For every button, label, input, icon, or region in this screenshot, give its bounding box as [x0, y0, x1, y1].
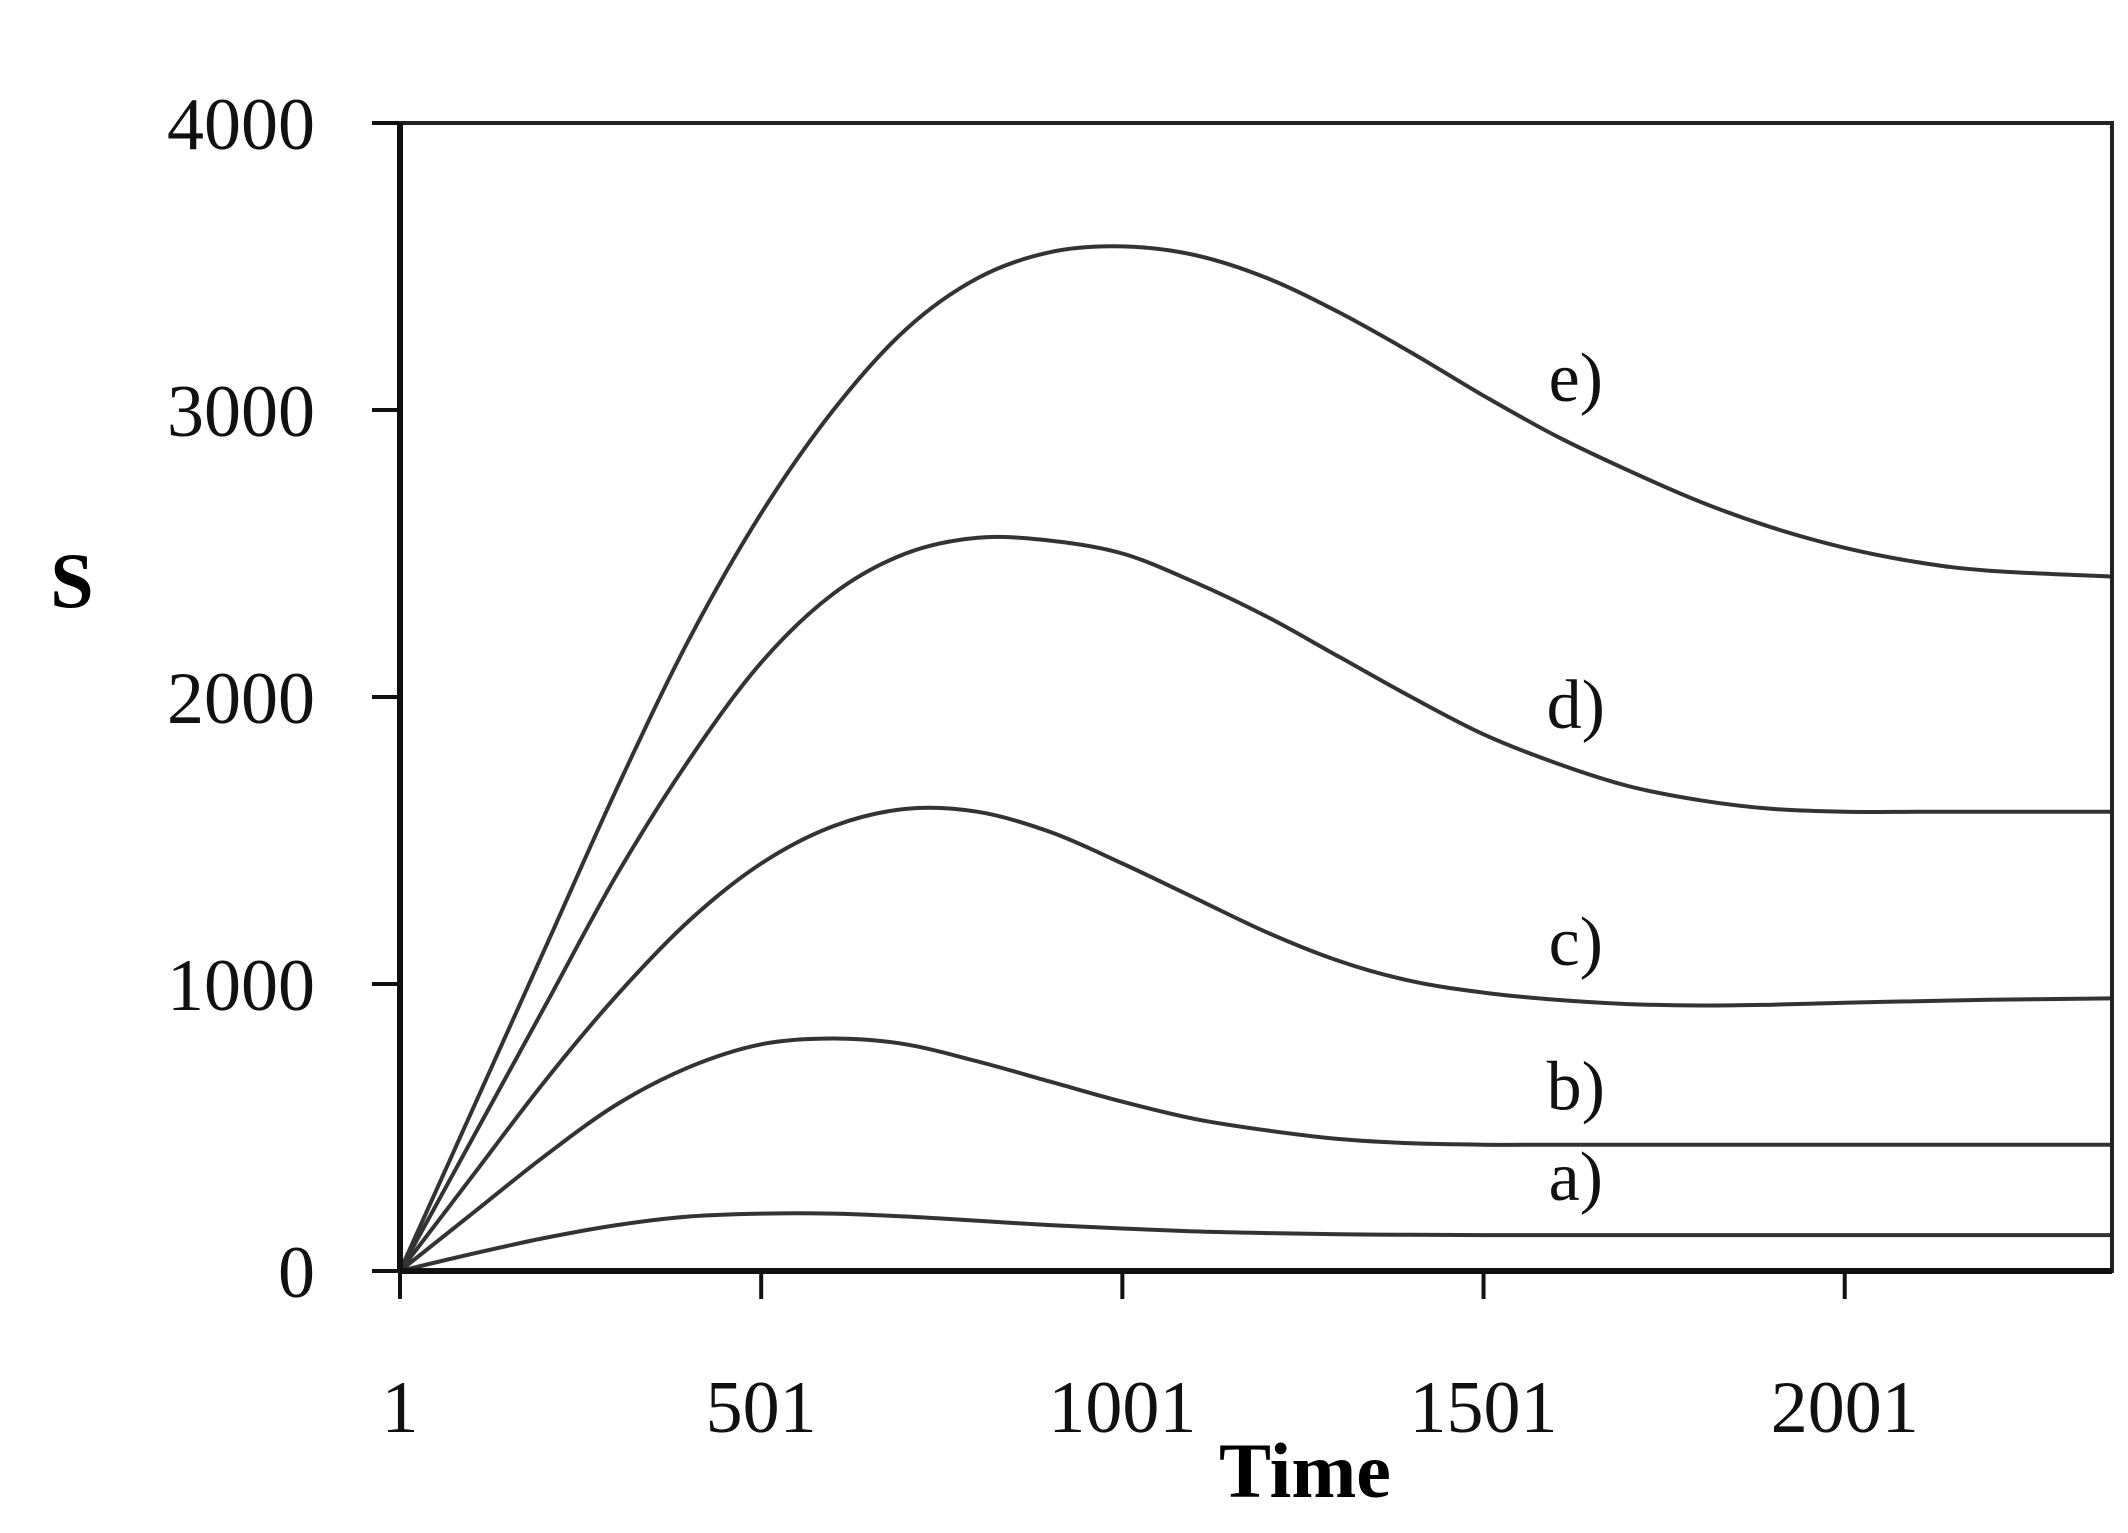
- x-tick-label: 1501: [1410, 1367, 1558, 1449]
- x-tick-label: 1001: [1048, 1367, 1196, 1449]
- y-tick-label: 0: [278, 1232, 315, 1314]
- x-tick-label: 2001: [1771, 1367, 1919, 1449]
- series-label-3: c): [1549, 904, 1603, 981]
- series-line-4: [398, 534, 2114, 1273]
- x-tick-label: 1: [382, 1367, 419, 1449]
- series-line-1: [398, 1211, 2114, 1273]
- x-axis-title: Time: [1219, 1427, 1391, 1514]
- y-axis-title: S: [50, 537, 93, 624]
- series-label-2: b): [1547, 1049, 1605, 1126]
- series-line-5: [398, 244, 2114, 1273]
- series-label-1: a): [1549, 1139, 1603, 1216]
- series-line-3: [398, 805, 2114, 1273]
- series-label-5: e): [1549, 340, 1603, 417]
- series-lines: [398, 244, 2114, 1273]
- x-tick-label: 501: [706, 1367, 817, 1449]
- y-tick-label: 2000: [167, 658, 315, 740]
- y-tick-label: 4000: [167, 84, 315, 166]
- y-tick-label: 1000: [167, 945, 315, 1027]
- series-line-2: [398, 1036, 2114, 1273]
- series-label-4: d): [1547, 667, 1605, 744]
- y-tick-label: 3000: [167, 371, 315, 453]
- series-labels: a) b) c) d) e): [1547, 340, 1605, 1216]
- axis-ticks: [372, 121, 1847, 1299]
